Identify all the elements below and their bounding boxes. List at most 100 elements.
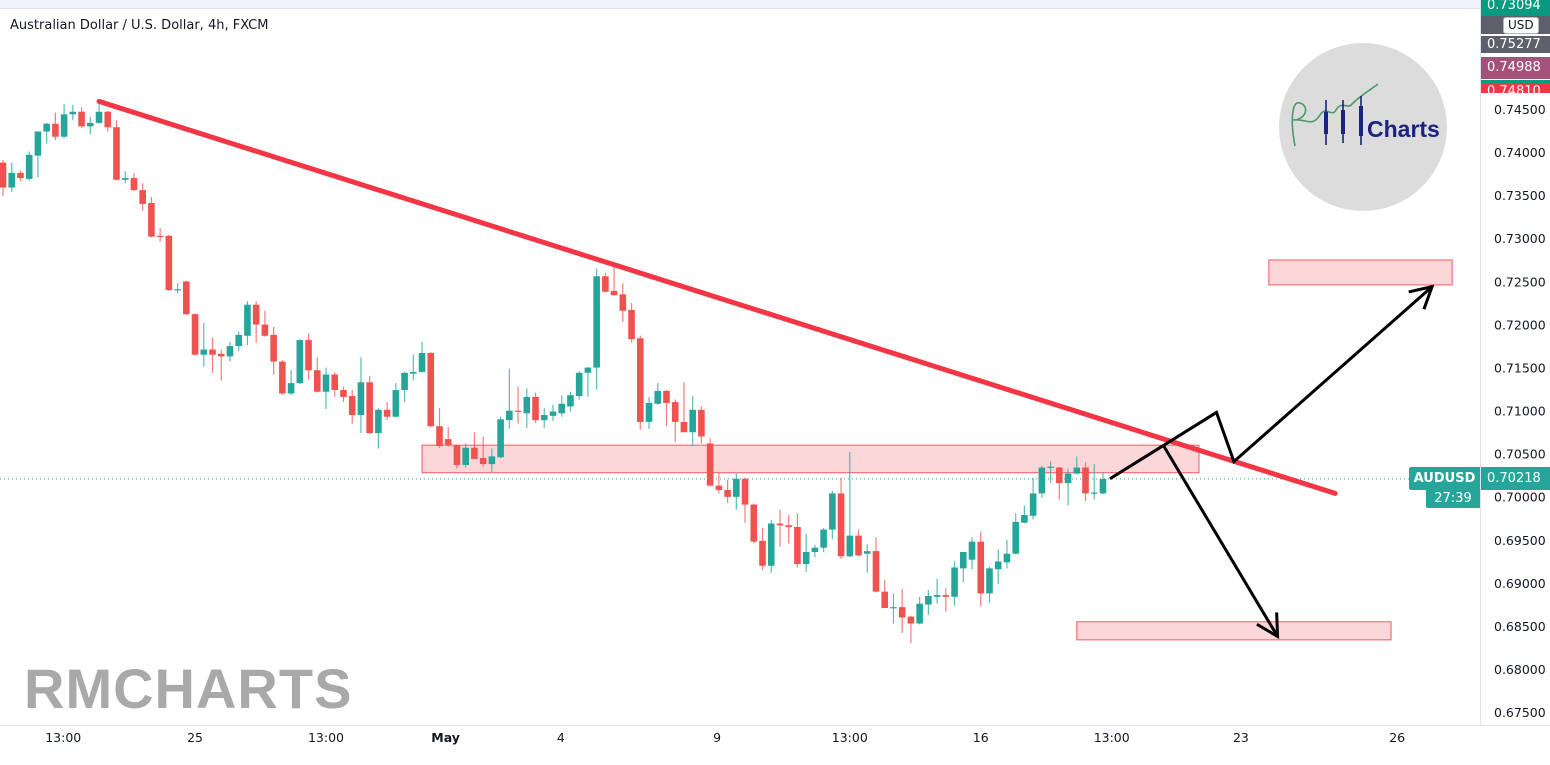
candle	[942, 588, 950, 612]
candle	[130, 172, 138, 191]
candle	[0, 159, 7, 197]
candle	[549, 404, 557, 422]
candle-body	[392, 390, 400, 417]
candle	[802, 533, 810, 572]
candle-body	[986, 568, 993, 594]
candle-body	[261, 324, 269, 336]
candle-body	[191, 314, 199, 355]
candle	[960, 552, 967, 583]
candle	[87, 116, 94, 135]
candle-body	[139, 190, 146, 204]
zone-resistance	[421, 444, 1200, 474]
time-tick-label: 26	[1389, 730, 1405, 745]
candle-body	[1064, 473, 1072, 484]
candle-body	[567, 395, 574, 407]
candle-body	[820, 529, 827, 548]
candle-body	[52, 123, 59, 137]
candle-body	[1003, 553, 1011, 563]
candle	[1047, 461, 1054, 484]
candle-body	[724, 489, 731, 497]
candle	[1090, 464, 1098, 500]
candle-body	[776, 523, 784, 526]
candle-body	[671, 402, 679, 422]
candle	[1003, 539, 1011, 569]
candle	[488, 448, 496, 472]
candle	[78, 107, 85, 129]
candle	[34, 131, 42, 178]
candle	[104, 110, 112, 132]
candle-body	[1082, 467, 1089, 494]
candle	[287, 370, 295, 396]
candle-body	[279, 361, 286, 394]
candle-body	[514, 410, 522, 412]
candle-body	[322, 374, 330, 392]
candle-body	[628, 309, 635, 340]
candle-body	[287, 383, 295, 394]
price-tag-purple: 0.74988	[1481, 57, 1550, 79]
candle	[183, 280, 190, 316]
price-tick-label: 0.71500	[1494, 360, 1546, 375]
candle-body	[750, 504, 758, 542]
currency-selector[interactable]: USD	[1503, 17, 1539, 34]
candle	[750, 503, 758, 544]
candle-body	[252, 304, 260, 325]
candle-body	[977, 541, 985, 594]
candle-body	[811, 547, 819, 553]
candle	[410, 354, 417, 381]
candle-body	[34, 131, 42, 156]
candle-body	[444, 439, 452, 446]
candle	[340, 386, 347, 403]
candle	[1029, 477, 1037, 520]
candle-body	[872, 551, 880, 592]
candle	[217, 349, 225, 381]
candle-body	[1021, 514, 1028, 523]
candle	[898, 589, 906, 633]
candle	[279, 359, 286, 396]
candle-body	[593, 276, 600, 368]
time-tick-label: 25	[187, 730, 203, 745]
candle-body	[846, 535, 854, 557]
candle-body	[759, 540, 766, 566]
price-axis-bg[interactable]	[1480, 0, 1550, 765]
candle	[60, 103, 68, 139]
price-tick-label: 0.72000	[1494, 317, 1546, 332]
candle-body	[933, 595, 941, 597]
candle	[776, 509, 784, 547]
candle-body	[733, 478, 740, 497]
candle-body	[340, 390, 347, 397]
time-tick-label: 16	[973, 730, 989, 745]
candle-body	[130, 178, 138, 191]
candle-body	[506, 410, 513, 421]
price-tick-label: 0.72500	[1494, 274, 1546, 289]
candle	[121, 171, 129, 184]
candle-body	[165, 235, 173, 291]
chart-title: Australian Dollar / U.S. Dollar, 4h, FXC…	[10, 18, 269, 33]
candle	[610, 267, 618, 296]
candle	[584, 366, 592, 397]
candle	[907, 615, 915, 644]
candle-body	[532, 396, 539, 421]
price-tick-label: 0.74500	[1494, 102, 1546, 117]
candle-body	[401, 372, 408, 391]
candle-body	[313, 370, 321, 392]
candle-body	[174, 289, 181, 291]
candle	[785, 514, 792, 544]
candle	[811, 545, 819, 558]
candle-body	[410, 371, 417, 374]
candle-body	[148, 203, 155, 237]
candle	[968, 537, 976, 570]
candle	[366, 376, 373, 434]
candle	[567, 391, 574, 412]
candle	[759, 527, 766, 571]
candle-body	[113, 127, 120, 180]
candle	[305, 333, 312, 380]
candle-body	[663, 390, 670, 403]
candle	[471, 432, 478, 459]
candle-body	[802, 552, 810, 565]
candle	[113, 120, 120, 181]
candle	[139, 183, 146, 211]
candle-body	[183, 281, 190, 315]
trendline[interactable]	[96, 98, 1338, 496]
candle-body	[1099, 478, 1107, 494]
